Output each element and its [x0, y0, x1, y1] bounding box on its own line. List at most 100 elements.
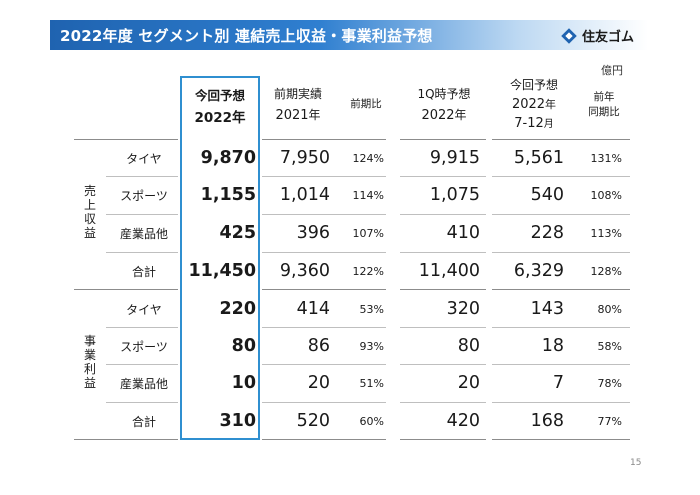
header-prior-actual-year: 2021	[275, 108, 309, 123]
header-h2-yoy-line2: 同期比	[588, 106, 620, 118]
header-divider	[400, 139, 486, 140]
prior-value: 7,950	[279, 148, 330, 168]
q1-value: 9,915	[429, 148, 480, 168]
forecast-value: 10	[231, 373, 256, 393]
h2-value: 18	[541, 336, 564, 356]
row-label: スポーツ	[120, 339, 168, 354]
header-divider	[262, 139, 386, 140]
header-q1-forecast-year: 2022	[421, 108, 455, 123]
header-h2-forecast-year: 2022	[511, 97, 546, 112]
row-divider	[106, 176, 178, 177]
table-bottom-rule	[492, 439, 630, 440]
row-divider	[492, 176, 630, 177]
header-h2-forecast: 今回予想 2022年 7-12月	[498, 77, 570, 133]
table-bottom-rule	[400, 439, 486, 440]
header-h2-forecast-line1: 今回予想	[509, 78, 558, 92]
forecast-value: 80	[231, 336, 256, 356]
q1-value: 11,400	[418, 261, 480, 281]
section-divider	[74, 289, 178, 290]
prior-value: 86	[307, 336, 330, 356]
row-divider	[400, 364, 486, 365]
q1-value: 420	[446, 411, 480, 431]
header-h2-forecast-period: 7-12	[514, 116, 544, 131]
header-forecast-current: 今回予想 2022年	[180, 86, 260, 128]
page-number: 15	[630, 458, 642, 468]
row-label: 合計	[131, 414, 156, 429]
row-label: スポーツ	[120, 188, 168, 203]
prior-value: 520	[296, 411, 330, 431]
yoy-value: 122%	[352, 264, 384, 278]
section-divider	[400, 289, 486, 290]
header-h2-yoy: 前年 同期比	[576, 90, 632, 120]
row-divider	[106, 364, 178, 365]
yoy-value: 114%	[352, 188, 384, 202]
row-divider	[492, 214, 630, 215]
q1-value: 1,075	[429, 185, 480, 205]
h2-yoy-value: 80%	[597, 302, 622, 316]
prior-value: 9,360	[279, 261, 330, 281]
row-divider	[262, 252, 386, 253]
company-logo: 住友ゴム	[560, 26, 634, 45]
yoy-value: 53%	[359, 302, 384, 316]
sumitomo-rubber-logo-icon	[561, 27, 577, 44]
row-divider	[106, 402, 178, 403]
yoy-value: 51%	[359, 376, 384, 390]
q1-value: 320	[446, 299, 480, 319]
h2-yoy-value: 77%	[597, 414, 622, 428]
row-divider	[492, 364, 630, 365]
row-label: 合計	[131, 264, 156, 279]
q1-value: 410	[446, 223, 480, 243]
section-label-profit: 事業利益	[83, 334, 96, 390]
header-q1-forecast-line1: 1Q時予想	[417, 87, 471, 101]
row-divider	[400, 327, 486, 328]
h2-value: 5,561	[513, 148, 564, 168]
row-label: タイヤ	[126, 151, 162, 166]
h2-value: 168	[530, 411, 564, 431]
forecast-value: 220	[219, 299, 256, 319]
row-divider	[400, 402, 486, 403]
forecast-highlight-box	[180, 76, 260, 440]
table-bottom-rule	[262, 439, 386, 440]
prior-value: 414	[296, 299, 330, 319]
h2-value: 143	[530, 299, 564, 319]
logo-text: 住友ゴム	[581, 30, 634, 45]
h2-value: 6,329	[513, 261, 564, 281]
header-yoy: 前期比	[350, 98, 382, 110]
h2-yoy-value: 131%	[590, 151, 622, 165]
header-prior-actual-line1: 前期実績	[273, 87, 322, 101]
yoy-value: 107%	[352, 226, 384, 240]
h2-yoy-value: 78%	[597, 376, 622, 390]
row-divider	[262, 176, 386, 177]
row-divider	[262, 402, 386, 403]
prior-value: 396	[296, 223, 330, 243]
unit-label: 億円	[601, 64, 623, 77]
row-divider	[106, 327, 178, 328]
h2-yoy-value: 58%	[597, 339, 622, 353]
row-divider	[492, 327, 630, 328]
header-forecast-current-line1: 今回予想	[194, 88, 245, 103]
header-divider	[74, 139, 178, 140]
header-q1-forecast-year-suffix: 年	[454, 108, 467, 122]
row-divider	[262, 214, 386, 215]
h2-value: 228	[530, 223, 564, 243]
title-bar: 2022年度 セグメント別 連結売上収益・事業利益予想 住友ゴム	[50, 20, 648, 50]
row-divider	[106, 252, 178, 253]
h2-value: 540	[530, 185, 564, 205]
row-divider	[492, 252, 630, 253]
header-prior-actual: 前期実績 2021年	[263, 86, 333, 124]
h2-value: 7	[552, 373, 564, 393]
prior-value: 20	[307, 373, 330, 393]
header-h2-forecast-period-suffix: 月	[543, 119, 554, 130]
header-divider	[492, 139, 630, 140]
forecast-value: 9,870	[200, 148, 256, 168]
table-bottom-rule	[74, 439, 178, 440]
header-h2-forecast-year-suffix: 年	[545, 98, 557, 111]
row-divider	[106, 214, 178, 215]
q1-value: 20	[457, 373, 480, 393]
header-forecast-current-line2: 2022年	[194, 110, 246, 126]
yoy-value: 124%	[352, 151, 384, 165]
header-h2-yoy-line1: 前年	[593, 91, 615, 103]
row-divider	[262, 327, 386, 328]
section-divider	[492, 289, 630, 290]
row-divider	[400, 176, 486, 177]
